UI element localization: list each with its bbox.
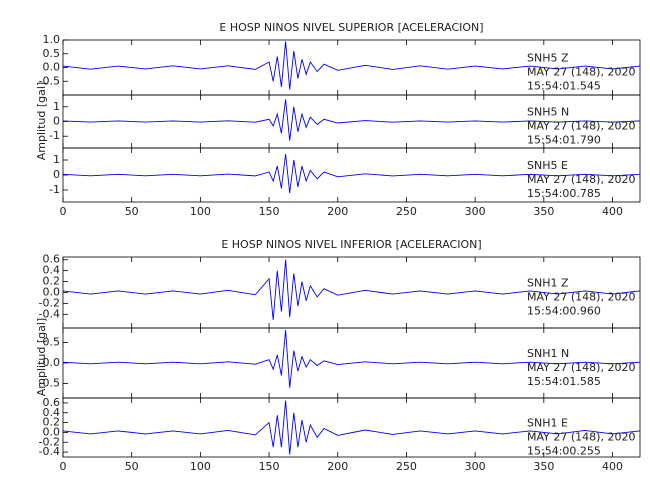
y-tick-label: -1: [49, 183, 60, 196]
waveform: [62, 99, 641, 141]
waveform: [62, 330, 641, 388]
y-axis-label: Amplitud [gal]: [35, 82, 48, 160]
y-tick-label: -0.5: [39, 377, 60, 390]
station-label: SNH5 N: [527, 106, 569, 119]
y-tick-label: 0.0: [43, 286, 61, 299]
date-label: MAY 27 (148), 2020: [527, 291, 635, 304]
station-label: SNH5 Z: [527, 52, 569, 65]
y-tick-label: 0.4: [43, 264, 61, 277]
date-label: MAY 27 (148), 2020: [527, 66, 635, 79]
waveform: [62, 259, 641, 320]
y-tick-label: 0.6: [43, 253, 61, 266]
x-tick-label: 100: [190, 205, 211, 218]
chart-title: E HOSP NINOS NIVEL INFERIOR [ACELERACION…: [221, 238, 481, 251]
x-tick-label: 200: [327, 460, 348, 473]
x-tick-label: 350: [533, 460, 554, 473]
y-tick-label: 0.0: [43, 425, 61, 438]
x-tick-label: 0: [60, 205, 67, 218]
y-tick-label: 1.0: [43, 33, 61, 46]
time-label: 15:54:00.960: [527, 305, 601, 318]
station-label: SNH1 Z: [527, 277, 569, 290]
y-tick-label: 1: [53, 100, 60, 113]
date-label: MAY 27 (148), 2020: [527, 173, 635, 186]
y-axis-label: Amplitud [gal]: [35, 318, 48, 396]
station-label: SNH1 E: [527, 416, 568, 429]
time-label: 15:54:00.785: [527, 187, 601, 200]
y-tick-label: -0.5: [39, 74, 60, 87]
waveform: [62, 153, 641, 194]
y-tick-label: 0.0: [43, 61, 61, 74]
y-tick-label: 0: [53, 168, 60, 181]
y-tick-label: -1: [49, 129, 60, 142]
date-label: MAY 27 (148), 2020: [527, 120, 635, 133]
time-label: 15:54:01.585: [527, 375, 601, 388]
y-tick-label: -0.2: [39, 435, 60, 448]
trace-frame: [62, 397, 641, 458]
y-tick-label: 0.2: [43, 275, 61, 288]
x-tick-label: 400: [602, 460, 623, 473]
x-tick-label: 250: [396, 460, 417, 473]
y-tick-label: -0.4: [39, 445, 60, 458]
y-tick-label: 0.5: [43, 335, 61, 348]
y-tick-label: -0.2: [39, 296, 60, 309]
waveform: [62, 400, 641, 455]
y-tick-label: 0: [53, 115, 60, 128]
x-tick-label: 50: [125, 460, 139, 473]
x-tick-label: 400: [602, 205, 623, 218]
y-tick-label: 0.2: [43, 416, 61, 429]
x-tick-label: 0: [60, 460, 67, 473]
x-tick-label: 300: [465, 460, 486, 473]
station-label: SNH1 N: [527, 347, 569, 360]
y-tick-label: -0.4: [39, 307, 60, 320]
x-tick-label: 350: [533, 205, 554, 218]
x-tick-label: 50: [125, 205, 139, 218]
waveform: [62, 41, 641, 90]
date-label: MAY 27 (148), 2020: [527, 361, 635, 374]
time-label: 15:54:01.790: [527, 134, 601, 147]
time-label: 15:54:00.255: [527, 444, 601, 457]
x-tick-label: 150: [259, 460, 280, 473]
chart-title: E HOSP NINOS NIVEL SUPERIOR [ACELERACION…: [219, 21, 483, 34]
time-label: 15:54:01.545: [527, 80, 601, 93]
x-tick-label: 300: [465, 205, 486, 218]
x-tick-label: 250: [396, 205, 417, 218]
y-tick-label: 0.4: [43, 406, 61, 419]
y-tick-label: 0.0: [43, 356, 61, 369]
x-tick-label: 200: [327, 205, 348, 218]
x-tick-label: 150: [259, 205, 280, 218]
station-label: SNH5 E: [527, 159, 568, 172]
date-label: MAY 27 (148), 2020: [527, 430, 635, 443]
y-tick-label: 0.5: [43, 47, 61, 60]
y-tick-label: 1: [53, 153, 60, 166]
y-tick-label: 0.6: [43, 396, 61, 409]
x-tick-label: 100: [190, 460, 211, 473]
